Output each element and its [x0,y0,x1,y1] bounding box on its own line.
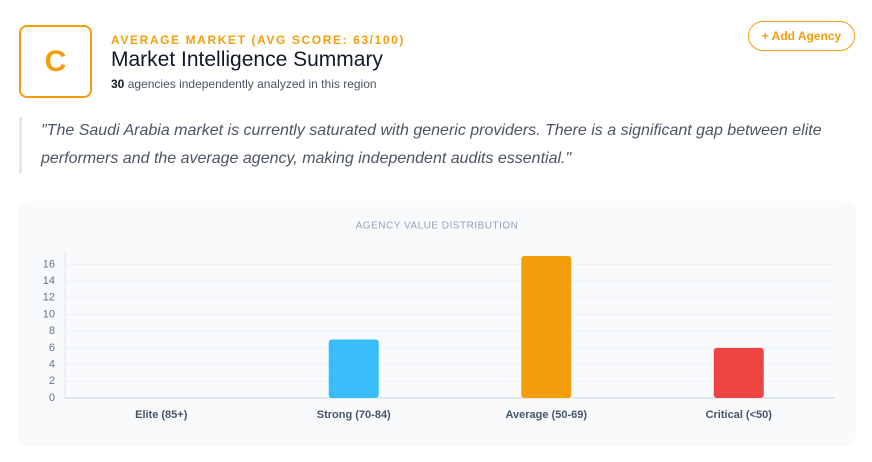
y-tick-label: 16 [43,258,55,270]
page-title: Market Intelligence Summary [111,48,383,71]
y-tick-label: 12 [43,292,55,304]
y-tick-label: 6 [49,342,55,354]
y-tick-label: 14 [43,275,55,287]
chart-panel: AGENCY VALUE DISTRIBUTION 0 2 4 6 8 10 12 14 16 E… [17,201,856,446]
chart-title: AGENCY VALUE DISTRIBUTION [356,221,519,232]
agency-count: 30 [111,77,125,91]
grade-badge: C [19,25,92,98]
y-tick-label: 0 [49,392,55,404]
y-tick-label: 2 [49,375,55,387]
add-agency-button[interactable]: + Add Agency [748,21,855,51]
x-tick-label: Critical (<50) [706,409,773,421]
bar [328,339,379,398]
bar [713,347,764,398]
y-tick-label: 10 [43,308,55,320]
x-tick-label: Average (50-69) [505,409,587,421]
bar [521,256,572,398]
y-tick-label: 4 [49,358,55,370]
chart: AGENCY VALUE DISTRIBUTION 0 2 4 6 8 10 12 14 16 E… [43,221,835,421]
y-tick-label: 8 [49,325,55,337]
x-tick-label: Strong (70-84) [317,409,391,421]
x-tick-label: Elite (85+) [135,409,188,421]
market-quote: "The Saudi Arabia market is currently sa… [19,117,861,173]
market-label: AVERAGE MARKET (AVG SCORE: 63/100) [111,33,405,47]
subtitle: 30 agencies independently analyzed in th… [111,77,377,91]
subtitle-text: agencies independently analyzed in this … [127,77,377,91]
